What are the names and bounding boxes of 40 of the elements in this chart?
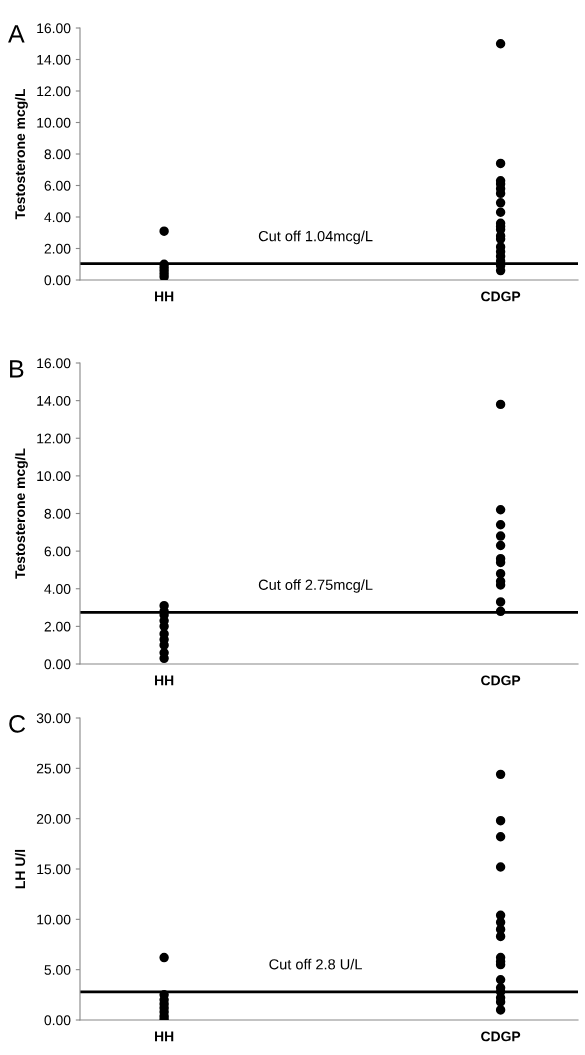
ref-line-label: Cut off 2.75mcg/L (258, 579, 373, 593)
y-tick-label: 16.00 (37, 358, 71, 369)
y-tick-label: 8.00 (44, 149, 71, 160)
y-tick-label: 16.00 (37, 23, 71, 34)
ref-line-label: Cut off 1.04mcg/L (258, 230, 373, 245)
y-tick-label: 10.00 (37, 117, 71, 128)
x-tick-label: HH (155, 291, 174, 302)
y-tick-label: 4.00 (44, 212, 71, 223)
x-tick-label: CDGP (481, 291, 521, 302)
ref-line-label: Cut off 2.8 U/L (269, 958, 362, 970)
y-axis-title: Testosterone mcg/L (14, 88, 28, 220)
y-tick-label: 10.00 (37, 914, 71, 925)
text: B (10, 360, 24, 378)
y-tick-label: 12.00 (37, 86, 71, 97)
text: A (8, 25, 25, 43)
x-tick-label: HH (155, 1031, 174, 1042)
y-tick-label: 6.00 (44, 180, 71, 191)
x-tick-label: CDGP (481, 1031, 521, 1042)
x-tick-label: HH (155, 675, 174, 686)
y-tick-label: 5.00 (44, 965, 71, 975)
y-axis-title: LH U/l (14, 849, 26, 889)
y-tick-label: 8.00 (44, 508, 71, 519)
y-tick-label: 20.00 (36, 814, 71, 824)
y-tick-label: 14.00 (37, 54, 71, 65)
y-tick-label: 10.00 (37, 471, 71, 482)
y-tick-label: 0.00 (44, 275, 71, 286)
y-tick-label: 15.00 (37, 864, 71, 875)
y-tick-label: 14.00 (37, 395, 71, 406)
y-tick-label: 6.00 (44, 546, 71, 557)
y-tick-label: 4.00 (44, 584, 71, 594)
y-tick-label: 25.00 (36, 763, 71, 774)
y-tick-label: 2.00 (44, 243, 71, 254)
y-tick-label: 2.00 (44, 621, 71, 632)
x-tick-label: CDGP (481, 675, 521, 686)
y-tick-label: 30.00 (36, 713, 71, 724)
text: C (9, 715, 26, 733)
y-tick-label: 0.00 (44, 1015, 71, 1026)
y-axis-title: Testosterone mcg/L (14, 448, 28, 579)
y-tick-label: 12.00 (37, 433, 71, 444)
y-tick-label: 0.00 (44, 659, 71, 670)
